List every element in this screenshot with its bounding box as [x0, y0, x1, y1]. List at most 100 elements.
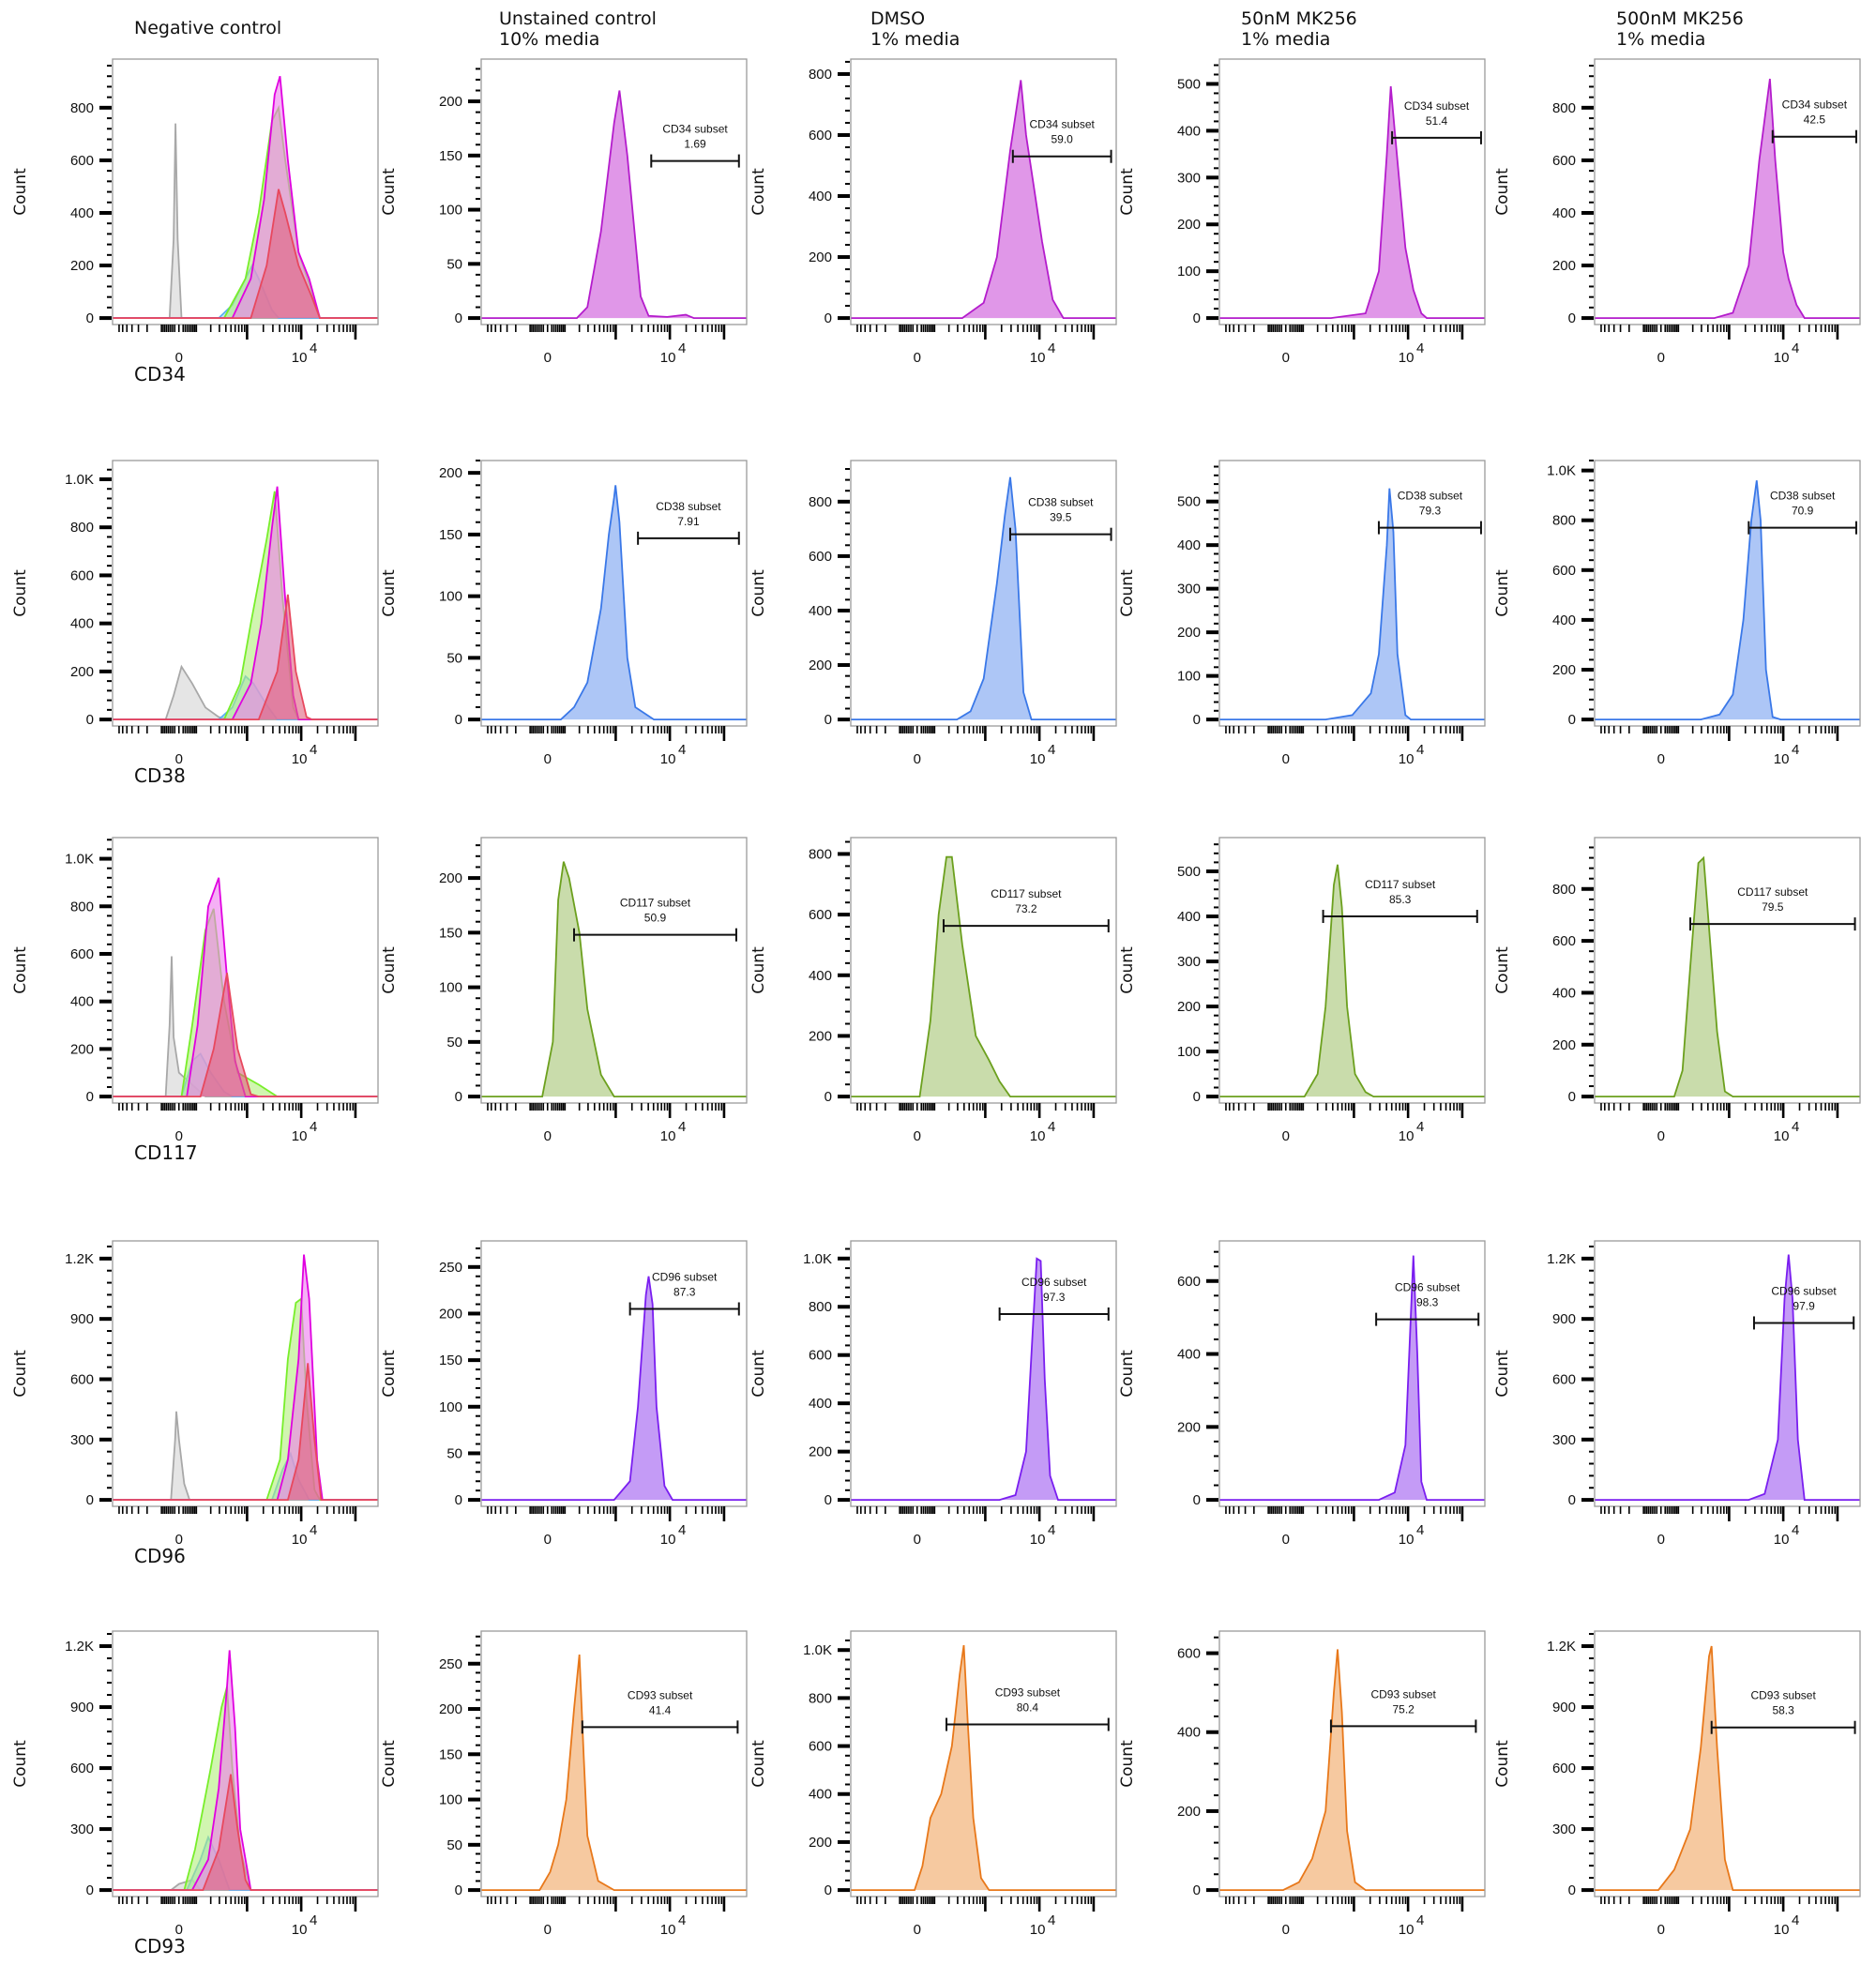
histogram-fill [1595, 1646, 1860, 1891]
histogram-line [481, 1276, 747, 1501]
y-tick-label: 200 [439, 1306, 462, 1322]
x-tick-exponent: 4 [310, 742, 317, 758]
histogram-fill [1595, 480, 1860, 720]
gate-marker: CD34 subset 1.69 [650, 123, 740, 168]
y-tick-label: 600 [70, 1761, 94, 1776]
histogram-line [113, 877, 378, 1097]
gate-marker: CD117 subset 73.2 [942, 887, 1110, 933]
y-tick-label: 400 [809, 968, 832, 984]
gate-percentage: 42.5 [1804, 113, 1826, 127]
x-tick-label: 0 [914, 751, 921, 767]
y-tick-label: 0 [1568, 712, 1576, 728]
column-header: 50nM MK256 [1241, 8, 1357, 29]
x-tick-label: 0 [175, 1532, 183, 1548]
histogram-fill [851, 1645, 1116, 1891]
histogram-fill [1219, 1649, 1485, 1891]
y-axis-label: Count [1118, 168, 1137, 216]
histogram-panel: 0 200 400 600 Count 0 104 CD96 subset 98.3 [1118, 1240, 1486, 1548]
histogram-line [113, 1650, 378, 1891]
x-tick-exponent: 4 [678, 1522, 686, 1538]
y-tick-label: 400 [809, 1396, 832, 1412]
y-tick-label: 150 [439, 1353, 462, 1368]
x-tick-label: 0 [914, 1532, 921, 1548]
y-tick-label: 400 [70, 205, 94, 221]
histogram-line [113, 973, 378, 1097]
y-tick-label: 1.2K [1547, 1251, 1576, 1267]
gate-marker: CD93 subset 75.2 [1329, 1687, 1477, 1733]
x-tick-exponent: 4 [1792, 742, 1799, 758]
x-tick-label: 0 [1657, 751, 1665, 767]
y-tick-label: 200 [809, 1028, 832, 1044]
histogram-line [851, 1644, 1116, 1891]
y-axis-label: Count [1118, 569, 1137, 617]
series-group [1595, 480, 1860, 721]
histogram-panel: 0 200 400 600 800 1.0K Count 0 104 CD38 subset 70.… [1493, 460, 1861, 767]
y-axis-label: Count [11, 168, 30, 216]
histogram-panel: 0 300 600 900 1.2K Count 0 104 [11, 1630, 379, 1938]
histogram-fill [113, 107, 378, 319]
marker-label: CD93 [134, 1935, 186, 1957]
gate-label: CD96 subset [1021, 1276, 1087, 1289]
x-tick-exponent: 4 [310, 340, 317, 356]
x-tick-exponent: 4 [1416, 1912, 1424, 1928]
series-group [851, 1257, 1116, 1501]
histogram-fill [1595, 1254, 1860, 1501]
y-tick-label: 600 [1552, 563, 1576, 579]
y-tick-label: 50 [446, 1837, 462, 1853]
gate-percentage: 50.9 [644, 912, 667, 925]
x-tick-exponent: 4 [678, 1912, 686, 1928]
y-tick-label: 0 [1193, 1089, 1201, 1105]
gate-percentage: 1.69 [684, 138, 706, 151]
x-tick-label: 0 [175, 1128, 183, 1144]
gate-percentage: 85.3 [1389, 893, 1412, 906]
gate-percentage: 7.91 [677, 515, 700, 528]
y-tick-label: 800 [1552, 100, 1576, 116]
histogram-panel: 0 200 400 600 800 Count 0 104 CD34 subset 59.0 [749, 58, 1117, 366]
y-tick-label: 150 [439, 148, 462, 164]
x-tick-exponent: 4 [678, 1119, 686, 1135]
histogram-line [481, 1655, 747, 1891]
gate-percentage: 58.3 [1772, 1704, 1794, 1717]
histogram-fill [113, 908, 378, 1097]
x-tick-exponent: 4 [1792, 1119, 1799, 1135]
series-group [481, 485, 747, 721]
histogram-panel: 0 50 100 150 200 Count 0 104 CD38 subset 7.91 [380, 460, 748, 767]
gate-label: CD117 subset [620, 897, 691, 910]
y-tick-label: 900 [1552, 1311, 1576, 1327]
y-tick-label: 0 [1193, 1882, 1201, 1898]
gate-label: CD34 subset [662, 123, 728, 136]
y-tick-label: 1.0K [803, 1251, 832, 1267]
gate-percentage: 75.2 [1392, 1702, 1415, 1716]
gate-label: CD93 subset [1750, 1689, 1816, 1702]
y-tick-label: 0 [825, 1882, 832, 1898]
y-tick-label: 400 [809, 189, 832, 204]
series-group [1219, 864, 1485, 1097]
x-tick-label: 0 [1657, 1922, 1665, 1938]
y-tick-label: 400 [1552, 205, 1576, 221]
y-tick-label: 600 [1552, 1371, 1576, 1387]
histogram-panel: 0 50 100 150 200 250 Count 0 104 CD96 subset 87.3 [380, 1240, 748, 1548]
y-tick-label: 250 [439, 1656, 462, 1672]
y-tick-label: 0 [1568, 1882, 1576, 1898]
series-group [113, 877, 378, 1097]
x-tick-label: 10 [1399, 350, 1415, 366]
histogram-fill [113, 1453, 378, 1501]
y-tick-label: 150 [439, 527, 462, 543]
gate-percentage: 79.3 [1419, 505, 1442, 518]
x-tick-label: 10 [1399, 1532, 1415, 1548]
x-tick-exponent: 4 [1048, 340, 1055, 356]
gate-label: CD93 subset [995, 1686, 1061, 1700]
gate-label: CD117 subset [1365, 878, 1436, 891]
histogram-fill [113, 1298, 378, 1501]
gate-label: CD96 subset [1395, 1281, 1460, 1294]
x-tick-label: 0 [544, 1532, 552, 1548]
y-tick-label: 400 [1177, 1725, 1201, 1741]
gate-label: CD38 subset [1398, 490, 1463, 503]
y-axis-label: Count [380, 1740, 399, 1788]
x-tick-exponent: 4 [1792, 1912, 1799, 1928]
y-tick-label: 900 [70, 1311, 94, 1327]
y-tick-label: 400 [809, 1787, 832, 1803]
y-tick-label: 250 [439, 1260, 462, 1276]
